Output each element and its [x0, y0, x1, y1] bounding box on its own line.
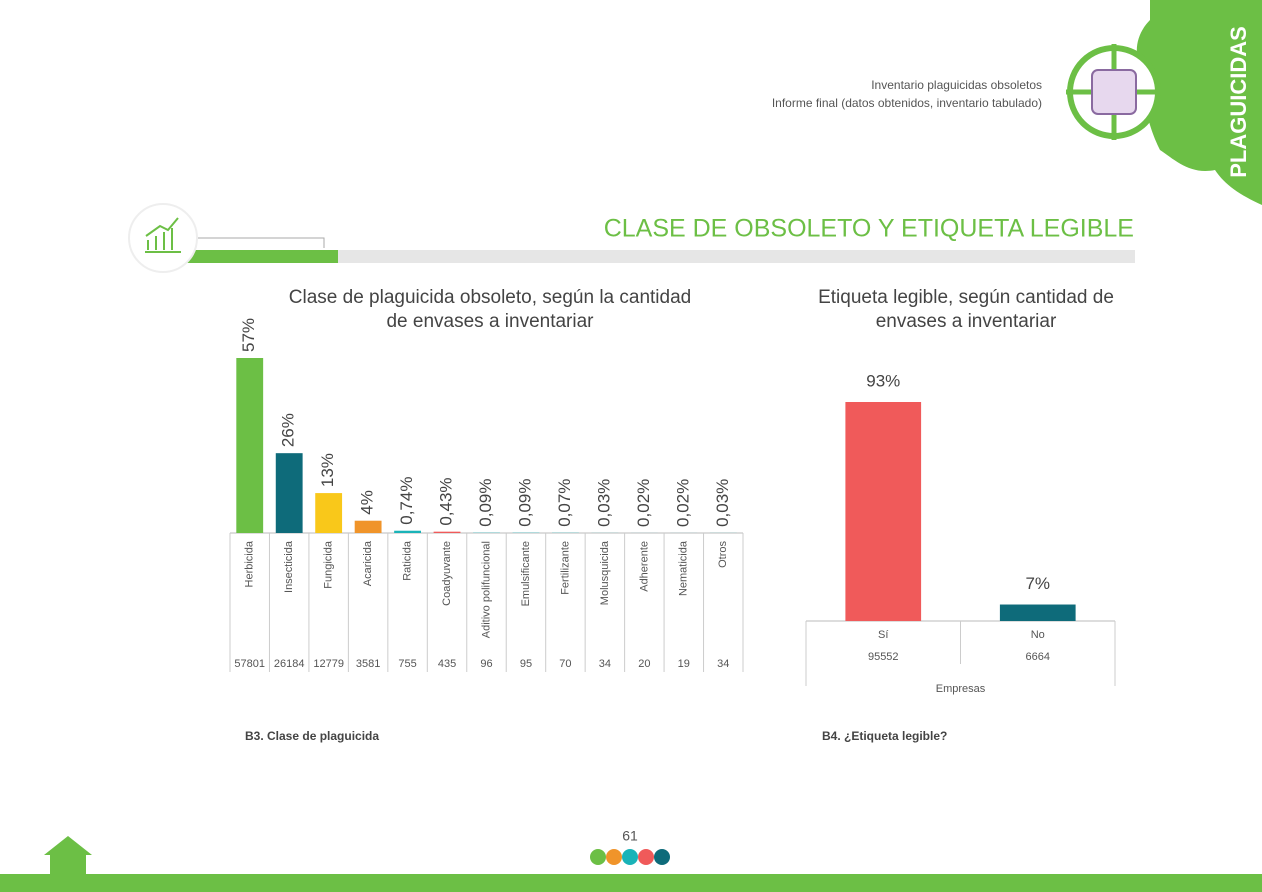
- side-tab: PLAGUICIDAS: [1226, 26, 1251, 178]
- category-label: Fungicida: [323, 540, 335, 589]
- count-label: 96: [480, 658, 492, 670]
- count-label: 435: [438, 658, 456, 670]
- category-label: Molusquicida: [599, 540, 611, 605]
- home-icon[interactable]: [44, 836, 92, 874]
- bar: [999, 604, 1076, 621]
- bar: [394, 530, 421, 533]
- chart-title: Clase de plaguicida obsoleto, según la c…: [289, 287, 691, 308]
- count-label: 57801: [234, 658, 265, 670]
- dot: [638, 849, 654, 865]
- value-label: 0,09%: [515, 479, 534, 527]
- count-label: 19: [678, 658, 690, 670]
- value-label: 0,02%: [634, 479, 653, 527]
- logo-icon: [1091, 69, 1137, 115]
- category-label: Insecticida: [283, 540, 295, 593]
- value-label: 0,43%: [437, 477, 456, 525]
- bar: [275, 453, 303, 533]
- bar: [236, 358, 264, 533]
- category-label: Fertilizante: [559, 541, 571, 595]
- section-bar: [160, 250, 1135, 263]
- category-label: Herbicida: [244, 540, 256, 587]
- bar: [433, 531, 461, 533]
- section-title: CLASE DE OBSOLETO Y ETIQUETA LEGIBLE: [604, 215, 1134, 243]
- x-axis-label: Empresas: [936, 683, 986, 695]
- value-label: 0,09%: [476, 479, 495, 527]
- count-label: 70: [559, 658, 571, 670]
- dot: [590, 849, 606, 865]
- count-label: 26184: [274, 658, 305, 670]
- caption: B4. ¿Etiqueta legible?: [822, 729, 947, 743]
- chart-title: Etiqueta legible, según cantidad de: [818, 287, 1114, 308]
- bar: [845, 402, 922, 621]
- value-label: 0,02%: [673, 479, 692, 527]
- bar: [354, 520, 382, 533]
- category-label: Sí: [878, 629, 888, 641]
- category-label: Acaricida: [362, 540, 374, 586]
- category-label: Otros: [717, 541, 729, 568]
- header-line: Informe final (datos obtenidos, inventar…: [772, 96, 1042, 110]
- category-label: Raticida: [401, 540, 413, 581]
- value-label: 7%: [1025, 574, 1050, 593]
- category-label: Nematicida: [678, 540, 690, 596]
- value-label: 93%: [866, 371, 900, 390]
- category-label: Aditivo polifuncional: [480, 541, 492, 638]
- category-label: Adherente: [638, 541, 650, 592]
- value-label: 0,03%: [594, 479, 613, 527]
- count-label: 12779: [313, 658, 344, 670]
- value-label: 57%: [239, 318, 258, 352]
- value-label: 13%: [318, 453, 337, 487]
- value-label: 4%: [358, 490, 377, 515]
- value-label: 0,03%: [713, 479, 732, 527]
- value-label: 26%: [279, 413, 298, 447]
- count-label: 755: [398, 658, 416, 670]
- count-label: 3581: [356, 658, 380, 670]
- brush-decoration: [1136, 0, 1262, 205]
- value-label: 0,07%: [555, 479, 574, 527]
- count-label: 34: [717, 658, 729, 670]
- page-number: 61: [622, 828, 638, 844]
- section-line: [195, 237, 325, 248]
- count-label: 95552: [868, 651, 899, 663]
- count-label: 6664: [1026, 651, 1050, 663]
- dot: [622, 849, 638, 865]
- bar: [315, 493, 343, 533]
- chart-title: de envases a inventariar: [386, 311, 594, 332]
- dot: [606, 849, 622, 865]
- count-label: 20: [638, 658, 650, 670]
- section-icon-chart: [145, 217, 181, 253]
- category-label: No: [1031, 629, 1045, 641]
- category-label: Coadyuvante: [441, 541, 453, 606]
- count-label: 34: [599, 658, 611, 670]
- caption: B3. Clase de plaguicida: [245, 729, 379, 743]
- category-label: Emulsificante: [520, 541, 532, 606]
- chart-title: envases a inventariar: [876, 311, 1057, 332]
- header-line: Inventario plaguicidas obsoletos: [871, 78, 1042, 92]
- section-bar-accent: [160, 250, 338, 263]
- value-label: 0,74%: [397, 477, 416, 525]
- footer-bar: [0, 874, 1262, 892]
- dot: [654, 849, 670, 865]
- count-label: 95: [520, 658, 532, 670]
